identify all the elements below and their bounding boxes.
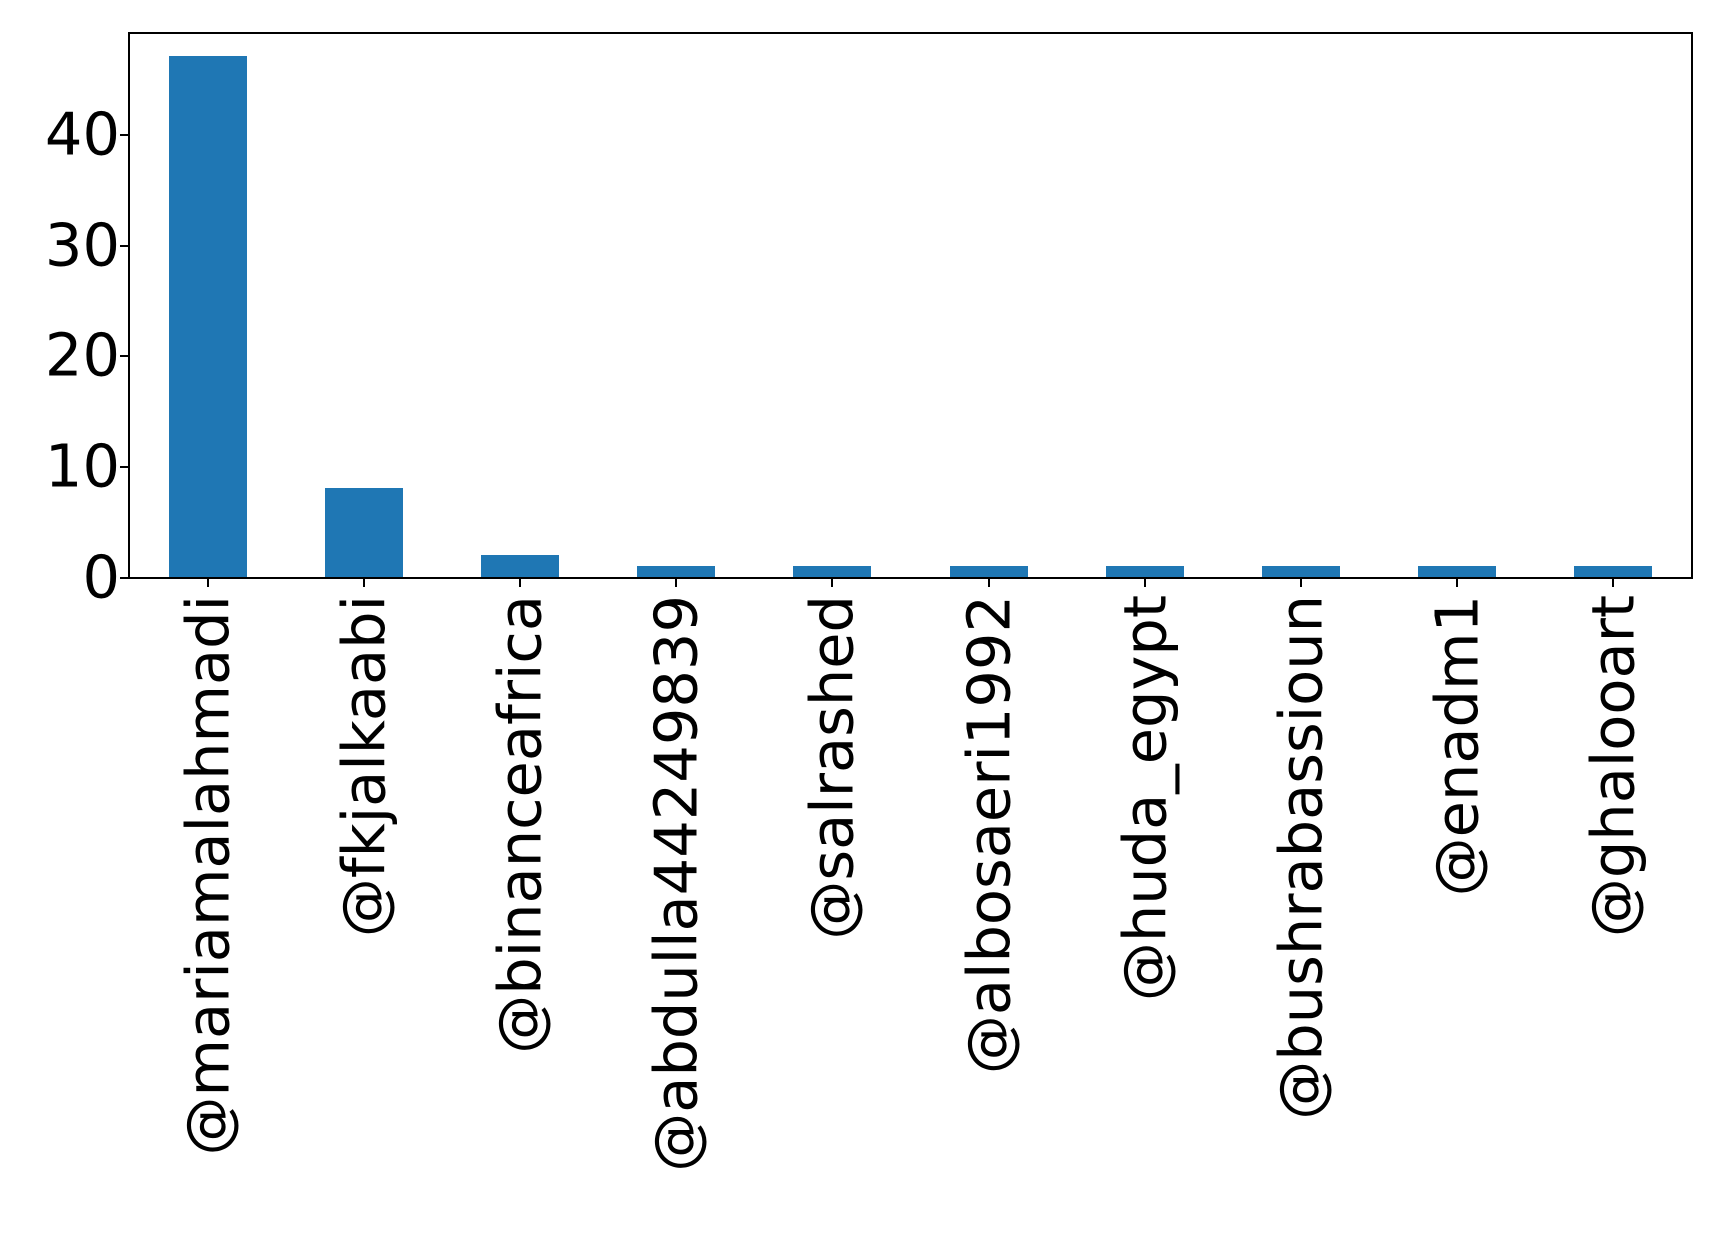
bar[interactable] xyxy=(1105,565,1184,577)
y-axis-tick-label: 40 xyxy=(44,99,120,169)
bar[interactable] xyxy=(169,56,248,577)
x-axis-tick-label: @albosaeri1992 xyxy=(954,595,1024,1075)
bar[interactable] xyxy=(325,488,404,577)
bar[interactable] xyxy=(793,565,872,577)
x-axis-tick-mark xyxy=(363,577,366,587)
x-axis-tick-label: @huda_egypt xyxy=(1110,595,1180,1002)
y-axis-tick-label: 10 xyxy=(44,431,120,501)
x-axis-tick-label: @bushrabassioun xyxy=(1266,595,1336,1120)
x-axis-tick-label: @abdulla44249839 xyxy=(641,595,711,1172)
x-axis-tick-label: @salrashed xyxy=(797,595,867,940)
y-axis-tick-mark xyxy=(120,244,130,247)
y-axis-tick-mark xyxy=(120,466,130,469)
x-axis-tick-mark xyxy=(1143,577,1146,587)
bar[interactable] xyxy=(481,554,560,577)
bar[interactable] xyxy=(1261,565,1340,577)
x-axis-tick-mark xyxy=(831,577,834,587)
y-axis-tick-label: 20 xyxy=(44,320,120,390)
bar[interactable] xyxy=(1417,565,1496,577)
x-axis-tick-label: @binanceafrica xyxy=(485,595,555,1054)
chart-axes: 0 10 20 30 40 @mariamalahmadi @fkjalkaabi @bin… xyxy=(45,32,1693,1172)
y-axis-tick-mark xyxy=(120,355,130,358)
x-axis-tick-mark xyxy=(519,577,522,587)
y-axis-tick-label: 0 xyxy=(82,542,120,612)
bar[interactable] xyxy=(637,565,716,577)
plot-area xyxy=(130,34,1691,577)
y-axis-tick-mark xyxy=(120,577,130,579)
x-axis-tick-mark xyxy=(675,577,678,587)
x-axis-tick-label: @enadm1 xyxy=(1422,595,1492,897)
x-axis-tick-mark xyxy=(987,577,990,587)
x-axis-tick-mark xyxy=(1611,577,1614,587)
bar[interactable] xyxy=(949,565,1028,577)
x-axis-tick-mark xyxy=(1299,577,1302,587)
y-axis-tick-mark xyxy=(120,133,130,136)
x-axis-tick-label: @mariamalahmadi xyxy=(173,595,243,1156)
x-axis-tick-mark xyxy=(207,577,210,587)
x-axis-tick-label: @fkjalkaabi xyxy=(329,595,399,938)
bar[interactable] xyxy=(1573,565,1652,577)
y-axis-tick-label: 30 xyxy=(44,210,120,280)
x-axis-tick-label: @ghalooart xyxy=(1578,595,1648,938)
x-axis-tick-mark xyxy=(1455,577,1458,587)
